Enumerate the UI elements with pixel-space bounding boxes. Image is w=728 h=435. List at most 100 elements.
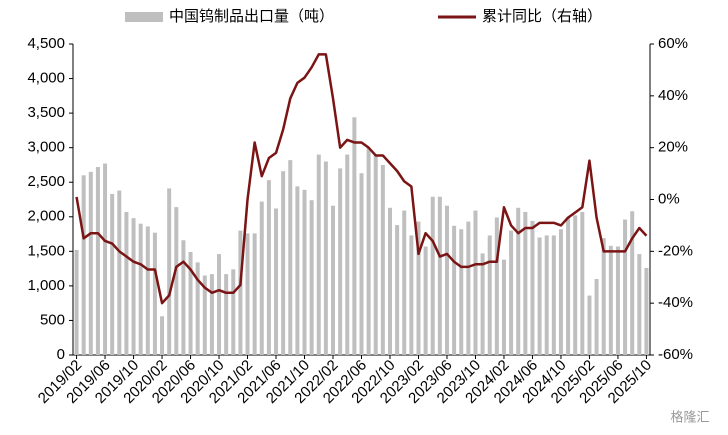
y-tick-label: 3,500: [27, 104, 65, 121]
bar: [110, 193, 115, 355]
bar: [473, 210, 478, 355]
bar: [345, 154, 350, 355]
bar: [209, 274, 214, 355]
bar: [224, 274, 229, 355]
bar: [152, 232, 157, 355]
y2-tick-label: -40%: [658, 294, 693, 311]
bar: [409, 235, 414, 355]
bar: [402, 210, 407, 355]
y2-tick-label: -60%: [658, 346, 693, 363]
bar: [615, 246, 620, 355]
legend-label: 累计同比（右轴）: [482, 8, 602, 25]
bar: [558, 229, 563, 355]
bar: [494, 217, 499, 355]
y2-tick-label: 20%: [658, 139, 688, 156]
bar: [352, 117, 357, 355]
watermark: 格隆汇: [670, 409, 709, 424]
bar: [644, 267, 649, 355]
bar: [188, 252, 193, 355]
bar: [238, 230, 243, 355]
bar: [423, 246, 428, 355]
bar: [387, 207, 392, 355]
bar: [366, 147, 371, 355]
bar: [516, 207, 521, 355]
y-tick-label: 3,000: [27, 139, 65, 156]
bar: [637, 254, 642, 355]
bar: [323, 161, 328, 355]
y2-tick-label: 60%: [658, 35, 688, 52]
bar: [195, 262, 200, 355]
bar: [95, 167, 100, 355]
bar: [573, 215, 578, 355]
bar: [145, 226, 150, 355]
bar: [103, 163, 108, 355]
bar: [181, 240, 186, 355]
bar: [245, 233, 250, 355]
bar: [259, 201, 264, 355]
bar: [202, 275, 207, 355]
bar: [274, 208, 279, 355]
bar: [373, 154, 378, 355]
bar: [88, 171, 93, 355]
bar: [601, 238, 606, 355]
bar: [174, 207, 179, 355]
bar: [309, 200, 314, 355]
bar: [295, 186, 300, 355]
bar: [580, 211, 585, 355]
y-tick-label: 4,500: [27, 35, 65, 52]
bar: [544, 235, 549, 355]
bar: [338, 168, 343, 355]
bar: [623, 219, 628, 355]
bar: [359, 173, 364, 355]
bar: [630, 211, 635, 355]
bar: [380, 164, 385, 355]
bar: [331, 205, 336, 355]
y-tick-label: 0: [57, 346, 65, 363]
bar: [231, 269, 236, 355]
y-tick-label: 1,000: [27, 277, 65, 294]
bar: [437, 196, 442, 355]
bar: [480, 253, 485, 355]
bar: [217, 254, 222, 355]
bar: [587, 295, 592, 355]
bar: [288, 160, 293, 355]
bar: [444, 205, 449, 355]
legend-label: 中国钨制品出口量（吨）: [169, 8, 334, 25]
bar: [416, 221, 421, 355]
bar: [566, 217, 571, 355]
bar: [537, 237, 542, 355]
bar: [509, 230, 514, 355]
bar: [281, 171, 286, 355]
bar: [452, 225, 457, 355]
y-tick-label: 1,500: [27, 242, 65, 259]
bar: [160, 316, 165, 355]
bar: [138, 223, 143, 355]
bar: [501, 259, 506, 355]
bar: [252, 233, 257, 355]
y2-tick-label: -20%: [658, 242, 693, 259]
bar: [395, 225, 400, 355]
y-tick-label: 2,000: [27, 208, 65, 225]
bar: [487, 235, 492, 355]
y2-tick-label: 40%: [658, 87, 688, 104]
bar: [594, 278, 599, 355]
bar: [74, 249, 79, 355]
bar: [523, 211, 528, 355]
bar: [302, 189, 307, 355]
bar: [430, 196, 435, 355]
y-tick-label: 500: [40, 311, 65, 328]
legend-swatch: [125, 12, 163, 22]
bar: [81, 175, 86, 355]
bar: [608, 245, 613, 355]
bar: [124, 211, 129, 355]
bar: [266, 180, 271, 355]
bar: [466, 221, 471, 355]
bar: [167, 188, 172, 355]
bar: [459, 229, 464, 355]
y-tick-label: 2,500: [27, 173, 65, 190]
y2-tick-label: 0%: [658, 190, 680, 207]
y-tick-label: 4,000: [27, 70, 65, 87]
bar: [530, 220, 535, 355]
bar: [316, 154, 321, 355]
